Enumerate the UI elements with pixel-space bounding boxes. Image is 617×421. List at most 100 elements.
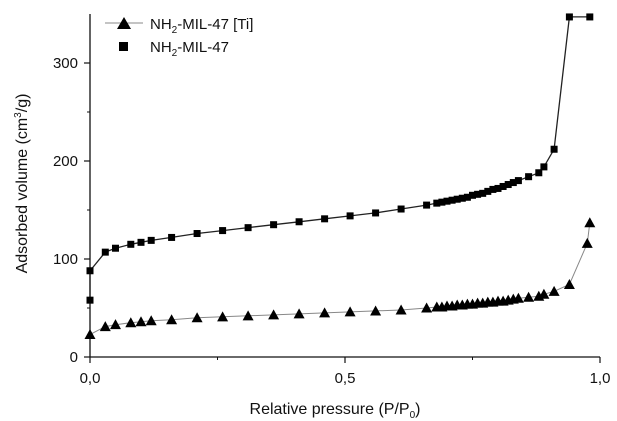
x-tick-label: 0,0 <box>80 370 101 387</box>
data-point-square <box>127 240 135 248</box>
legend-marker-square <box>119 42 128 51</box>
data-point-square <box>525 173 533 181</box>
y-axis-title-superscript: 3 <box>13 112 24 118</box>
data-point-triangle <box>125 317 137 328</box>
axes: 0,0 0,5 1,0 0 100 200 300 <box>53 14 610 387</box>
series-line <box>89 16 590 301</box>
legend-label-tail: -MIL-47 [Ti] <box>177 16 253 33</box>
data-point-square <box>443 197 451 205</box>
legend-label-subscript: 2 <box>172 48 178 59</box>
data-point-triangle <box>523 291 535 302</box>
data-point-square <box>438 198 446 206</box>
data-point-square <box>86 296 94 304</box>
data-point-triangle <box>166 314 178 325</box>
data-point-triangle <box>293 308 305 319</box>
y-axis-title-tail: /g) <box>14 94 31 113</box>
legend: NH2-MIL-47 [Ti] NH2-MIL-47 <box>105 16 253 59</box>
data-point-triangle <box>135 316 147 327</box>
data-point-triangle <box>563 278 575 289</box>
data-point-square <box>423 201 431 209</box>
data-point-square <box>346 212 354 220</box>
y-tick-label: 100 <box>53 251 78 268</box>
data-point-square <box>168 233 176 241</box>
data-point-square <box>219 227 227 235</box>
data-point-triangle <box>110 319 121 330</box>
data-point-square <box>514 177 522 185</box>
y-ticks: 0 100 200 300 <box>53 55 90 366</box>
data-point-triangle <box>395 304 407 315</box>
data-point-square <box>270 221 278 229</box>
x-axis-title-tail: ) <box>415 401 420 418</box>
data-point-triangle <box>242 310 254 321</box>
data-point-triangle <box>145 315 157 326</box>
data-point-square <box>397 205 405 213</box>
data-point-square <box>504 181 512 189</box>
legend-entry-square-series: NH2-MIL-47 <box>119 39 229 59</box>
data-point-square <box>540 163 548 171</box>
legend-entry-triangle-series: NH2-MIL-47 [Ti] <box>105 16 253 36</box>
data-point-square <box>86 267 94 275</box>
data-point-triangle <box>421 302 433 313</box>
series-nh2-mil-47 <box>86 13 594 304</box>
data-point-square <box>372 209 380 217</box>
data-point-square <box>101 248 109 256</box>
data-point-triangle <box>584 217 596 228</box>
data-point-square <box>499 182 507 190</box>
legend-label-square-series: NH2-MIL-47 <box>150 39 229 59</box>
data-point-square <box>474 190 482 198</box>
data-point-square <box>321 215 329 223</box>
y-tick-label: 200 <box>53 153 78 170</box>
data-point-triangle <box>344 306 356 317</box>
data-point-triangle <box>217 311 229 322</box>
y-axis-title-main: Adsorbed volume (cm <box>14 118 31 274</box>
data-point-triangle <box>99 321 111 332</box>
data-point-triangle <box>538 288 550 299</box>
x-axis-title-main: Relative pressure (P/P <box>250 401 410 418</box>
x-axis-title-subscript: 0 <box>410 410 416 421</box>
data-point-triangle <box>84 328 96 339</box>
data-point-square <box>484 187 492 195</box>
data-point-square <box>147 236 155 244</box>
series-line <box>89 222 591 335</box>
data-point-square <box>550 145 558 153</box>
series-nh2-mil-47-ti <box>84 217 596 339</box>
data-point-triangle <box>191 312 203 323</box>
y-tick-label: 0 <box>70 349 78 366</box>
x-ticks: 0,0 0,5 1,0 <box>80 357 611 387</box>
legend-marker-triangle <box>117 17 131 29</box>
data-point-square <box>535 169 543 177</box>
y-tick-label: 300 <box>53 55 78 72</box>
data-point-triangle <box>581 237 593 248</box>
data-point-square <box>244 224 252 232</box>
data-point-triangle <box>548 285 560 296</box>
data-point-triangle <box>268 309 280 320</box>
legend-label-tail: -MIL-47 <box>177 39 229 56</box>
data-point-square <box>494 184 502 192</box>
data-point-square <box>463 193 471 201</box>
data-point-square <box>112 244 119 252</box>
legend-label-triangle-series: NH2-MIL-47 [Ti] <box>150 16 253 36</box>
data-point-triangle <box>512 292 524 303</box>
data-point-square <box>433 199 441 207</box>
data-point-square <box>458 194 466 202</box>
data-point-square <box>137 238 145 246</box>
data-point-square <box>479 189 487 197</box>
legend-label-subscript: 2 <box>172 25 178 36</box>
x-tick-label: 1,0 <box>590 370 611 387</box>
x-axis-title: Relative pressure (P/P0) <box>250 401 421 421</box>
data-point-square <box>295 218 303 226</box>
data-point-triangle <box>319 307 331 318</box>
data-point-square <box>489 185 497 193</box>
data-point-square <box>565 13 573 21</box>
x-tick-label: 0,5 <box>335 370 356 387</box>
data-point-triangle <box>370 305 382 316</box>
legend-label-main: NH <box>150 16 172 33</box>
data-point-square <box>453 195 461 203</box>
y-axis-title: Adsorbed volume (cm3/g) <box>13 94 31 274</box>
data-point-square <box>469 191 476 199</box>
legend-label-main: NH <box>150 39 172 56</box>
data-point-square <box>509 179 517 187</box>
data-point-square <box>586 13 594 21</box>
series-layer <box>84 13 596 339</box>
